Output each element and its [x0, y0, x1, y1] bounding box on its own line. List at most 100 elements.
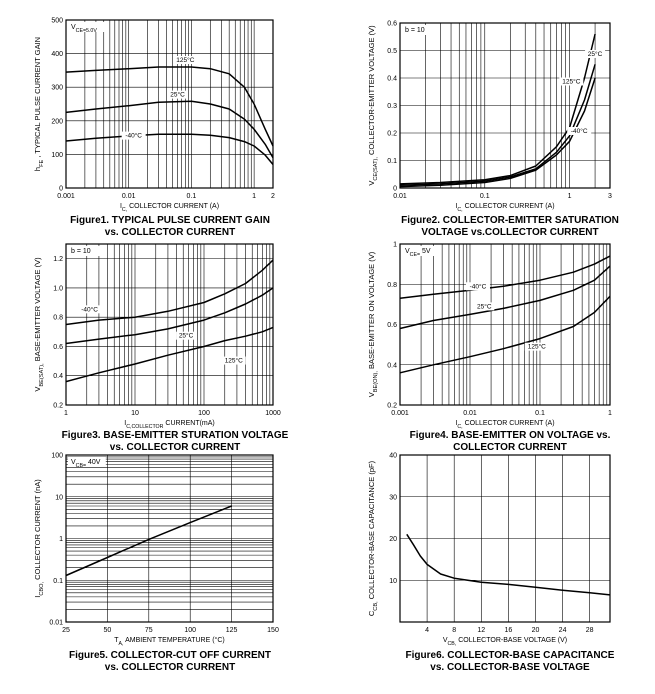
- series-label-bg: [465, 282, 490, 291]
- figure3-caption-line1: Figure3. BASE-EMITTER STURATION VOLTAGE: [61, 430, 289, 441]
- series-label: 125°C: [562, 78, 580, 86]
- y-tick-label: 0.5: [387, 48, 397, 55]
- chart-5: 25 50 75 100 125 150 0.01 0.1 1 10 100 TA, AMBIENT …: [33, 453, 279, 648]
- x-tick-label: 0.01: [122, 193, 136, 200]
- series-label: 25°C: [179, 332, 194, 340]
- y-tick-label: 0.4: [53, 373, 63, 380]
- x-tick-label: 0.001: [57, 193, 75, 200]
- y-tick-label: 100: [51, 152, 63, 159]
- figure2-caption-line2: VOLTAGE vs.COLLECTOR CURRENT: [421, 227, 599, 238]
- y-tick-label: 0.2: [53, 403, 63, 410]
- chart-2: 0.01 0.1 1 3 0 0.1 0.2 0.3 0.4 0.5 0.6 IC, COLLECTO…: [367, 21, 612, 214]
- plot-frame: [399, 454, 611, 623]
- figure1-caption-line1: Figure1. TYPICAL PULSE CURRENT GAIN: [70, 215, 270, 226]
- series-line: [399, 255, 611, 300]
- plot-frame: [65, 19, 274, 189]
- series-label-bg: [524, 342, 549, 351]
- x-axis-label: IC, COLLECTOR CURRENT (A): [455, 420, 554, 430]
- series-label-bg: [559, 77, 584, 86]
- x-tick-label: 1: [608, 410, 612, 417]
- figure3-caption: Figure3. BASE-EMITTER STURATION VOLTAGE …: [45, 430, 305, 454]
- figure1-caption: Figure1. TYPICAL PULSE CURRENT GAIN vs. …: [55, 215, 285, 239]
- x-tick-label: 3: [608, 193, 612, 200]
- plot-frame: [399, 243, 611, 406]
- series-line: [399, 77, 596, 188]
- y-tick-label: 10: [55, 494, 63, 501]
- figure3-caption-line2: vs. COLLECTOR CURRENT: [109, 442, 241, 453]
- series-line: [399, 295, 611, 374]
- series-label: 125°C: [528, 343, 546, 351]
- y-tick-label: 0.6: [387, 21, 397, 28]
- figure6-caption-line2: vs. COLLECTOR-BASE VOLTAGE: [430, 662, 590, 673]
- series-label: 25°C: [477, 302, 492, 310]
- condition-label: b = 10: [405, 27, 425, 34]
- y-tick-label: 300: [51, 85, 63, 92]
- series-label-bg: [567, 127, 592, 135]
- condition-label-bg: [68, 246, 102, 256]
- y-tick-label: 500: [51, 18, 63, 25]
- y-tick-label: 200: [51, 118, 63, 125]
- condition-label: VCB= 40V: [71, 459, 101, 469]
- chart-1: 0.001 0.01 0.1 1 2 0 100 200 300 400 500 IC, COLLEC…: [33, 18, 275, 214]
- series-label: -40°C: [571, 127, 588, 135]
- x-tick-label: 10: [131, 410, 139, 417]
- series-line: [399, 33, 596, 185]
- y-tick-label: 0.2: [387, 131, 397, 138]
- series-label: 125°C: [176, 56, 194, 64]
- condition-label: b = 10: [71, 248, 91, 255]
- chart-6: 4 8 12 16 20 24 28 10 20 30 40 VCB, COLLECTOR-BASE …: [367, 453, 611, 647]
- x-tick-label: 100: [184, 627, 196, 634]
- series-label: -40°C: [81, 305, 98, 313]
- series-line: [65, 505, 232, 577]
- figure4-caption: Figure4. BASE-EMITTER ON VOLTAGE vs. COL…: [395, 430, 625, 454]
- x-tick-label: 150: [267, 627, 279, 634]
- y-tick-label: 40: [389, 453, 397, 460]
- x-tick-label: 1: [64, 410, 68, 417]
- y-tick-label: 0.4: [387, 76, 397, 83]
- x-tick-label: 8: [452, 627, 456, 634]
- x-tick-label: 0.01: [463, 410, 477, 417]
- figure2-caption: Figure2. COLLECTOR-EMITTER SATURATION VO…: [390, 215, 630, 239]
- condition-label-bg: [68, 22, 106, 32]
- y-axis-label: VCE(SAT), COLLECTOR-EMITTER VOLTAGE (V): [367, 25, 379, 186]
- series-line: [65, 100, 274, 159]
- y-tick-label: 0.8: [387, 282, 397, 289]
- series-line: [65, 287, 274, 345]
- series-line: [399, 265, 611, 330]
- y-tick-label: 0.2: [387, 403, 397, 410]
- x-tick-label: 0.01: [393, 193, 407, 200]
- x-tick-label: 25: [62, 627, 70, 634]
- series-label: 25°C: [588, 50, 603, 58]
- figure2-caption-line1: Figure2. COLLECTOR-EMITTER SATURATION: [401, 215, 619, 226]
- y-tick-label: 0.4: [387, 362, 397, 369]
- x-tick-label: 0.1: [187, 193, 197, 200]
- y-tick-label: 1: [393, 242, 397, 249]
- y-axis-label: VBE(SAT), BASE-EMITTER VOLTAGE (V): [33, 257, 45, 392]
- plot-frame: [65, 454, 274, 623]
- y-tick-label: 0.3: [387, 103, 397, 110]
- x-tick-label: 24: [559, 627, 567, 634]
- figure4-caption-line2: COLLECTOR CURRENT: [453, 442, 567, 453]
- plot-frame: [65, 243, 274, 406]
- x-tick-label: 0.1: [535, 410, 545, 417]
- x-tick-label: 125: [226, 627, 238, 634]
- y-tick-label: 0.01: [49, 620, 63, 627]
- y-axis-label: ICBO, COLLECTOR CURRENT (nA): [33, 479, 45, 598]
- y-tick-label: 0.6: [53, 344, 63, 351]
- y-axis-label: VBE(ON), BASE-EMITTER ON VOLTAGE (V): [367, 251, 379, 397]
- x-tick-label: 16: [504, 627, 512, 634]
- series-line: [65, 66, 274, 147]
- y-tick-label: 0.6: [387, 322, 397, 329]
- figure6-caption-line1: Figure6. COLLECTOR-BASE CAPACITANCE: [405, 650, 615, 661]
- x-tick-label: 1000: [265, 410, 281, 417]
- x-tick-label: 20: [532, 627, 540, 634]
- figure5-caption-line2: vs. COLLECTOR CURRENT: [104, 662, 236, 673]
- x-axis-label: VCB, COLLECTOR-BASE VOLTAGE (V): [443, 637, 567, 647]
- x-tick-label: 4: [425, 627, 429, 634]
- y-tick-label: 400: [51, 51, 63, 58]
- figure5-caption: Figure5. COLLECTOR-CUT OFF CURRENT vs. C…: [55, 650, 285, 674]
- series-label-bg: [585, 50, 606, 58]
- figure5-caption-line1: Figure5. COLLECTOR-CUT OFF CURRENT: [68, 650, 272, 661]
- y-tick-label: 1.2: [53, 256, 63, 263]
